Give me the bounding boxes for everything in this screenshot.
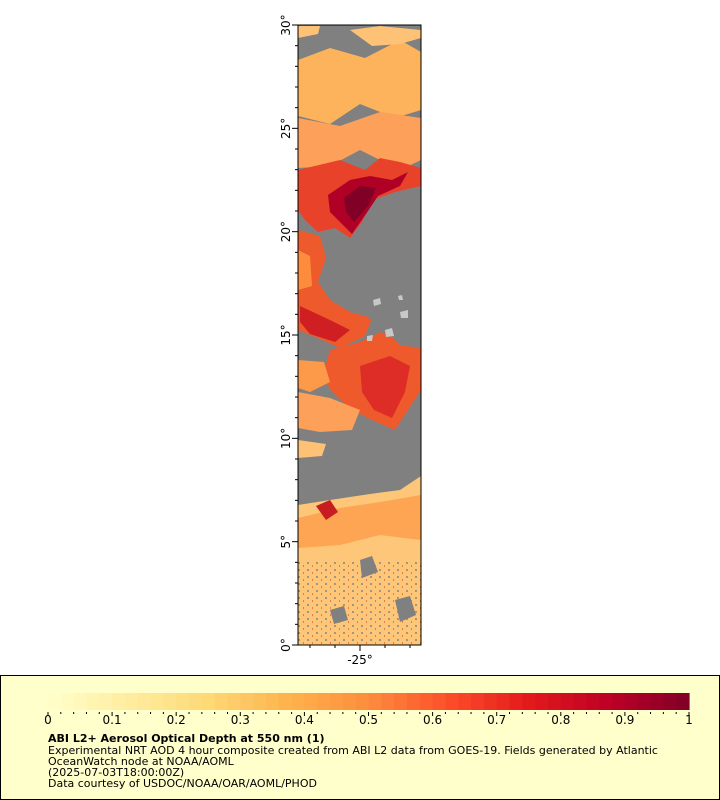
colorbar-cell (535, 693, 549, 710)
colorbar-tick-label: 0.9 (615, 713, 634, 727)
colorbar-cell (227, 693, 241, 710)
colorbar-cell (86, 693, 100, 710)
colorbar-cell (471, 693, 485, 710)
colorbar-cells (48, 693, 690, 710)
lat-tick-label: 30° (279, 14, 293, 35)
lat-tick-label: 15° (279, 324, 293, 345)
colorbar-tick-label: 0.3 (231, 713, 250, 727)
colorbar-tick-label: 1 (685, 713, 693, 727)
colorbar-cell (445, 693, 459, 710)
colorbar-cell (381, 693, 395, 710)
lat-tick-label: 25° (279, 118, 293, 139)
colorbar-cell (137, 693, 152, 710)
colorbar-cell (60, 693, 75, 710)
lat-tick-label: 5° (279, 535, 293, 549)
colorbar-cell (214, 693, 229, 710)
colorbar-cell (317, 693, 331, 710)
map: 0° 5° 10° 15° 20° 25° 30° -25° (279, 14, 422, 667)
colorbar-tick-label: 0.2 (167, 713, 186, 727)
colorbar-cell (368, 693, 382, 710)
colorbar-cell (304, 693, 318, 710)
colorbar-cell (547, 693, 562, 710)
colorbar-ticks: 0 0.1 0.2 0.3 0.4 0.5 0.6 0.7 0.8 0.9 1 (44, 712, 693, 727)
aod-field (298, 25, 421, 645)
colorbar-cell (73, 693, 88, 710)
colorbar-cell (355, 693, 370, 710)
lon-tick-label: -25° (347, 653, 373, 667)
colorbar-cell (560, 693, 575, 710)
colorbar-cell (176, 693, 190, 710)
colorbar-cell (650, 693, 664, 710)
colorbar-cell (419, 693, 434, 710)
colorbar-cell (637, 693, 652, 710)
colorbar-cell (573, 693, 588, 710)
colorbar-cell (48, 693, 62, 710)
colorbar-tick-label: 0 (44, 713, 52, 727)
colorbar-cell (586, 693, 600, 710)
colorbar-cell (330, 693, 344, 710)
colorbar-tick-label: 0.6 (423, 713, 442, 727)
colorbar-cell (112, 693, 126, 710)
colorbar-cell (663, 693, 677, 710)
colorbar-tick-label: 0.1 (103, 713, 122, 727)
lat-tick-label: 20° (279, 221, 293, 242)
latitude-axis: 0° 5° 10° 15° 20° 25° 30° (279, 14, 298, 652)
colorbar-cell (394, 693, 408, 710)
colorbar-cell (483, 693, 498, 710)
colorbar-tick-label: 0.8 (551, 713, 570, 727)
lat-tick-label: 0° (279, 638, 293, 652)
colorbar-cell (240, 693, 254, 710)
colorbar-cell (99, 693, 113, 710)
colorbar-tick-label: 0.5 (359, 713, 378, 727)
legend-credit: Data courtesy of USDOC/NOAA/OAR/AOML/PHO… (48, 777, 317, 790)
lat-tick-label: 10° (279, 428, 293, 449)
colorbar-cell (676, 693, 690, 710)
colorbar-cell (291, 693, 305, 710)
colorbar-cell (522, 693, 536, 710)
colorbar-cell (458, 693, 472, 710)
colorbar-cell (150, 693, 164, 710)
colorbar-cell (624, 693, 639, 710)
colorbar-cell (406, 693, 421, 710)
colorbar-cell (163, 693, 177, 710)
legend-description-line2: OceanWatch node at NOAA/AOML (48, 755, 234, 768)
colorbar-cell (496, 693, 511, 710)
legend-panel: 0 0.1 0.2 0.3 0.4 0.5 0.6 0.7 0.8 0.9 1 ABI L2+ Ae… (0, 675, 720, 800)
colorbar-cell (612, 693, 626, 710)
colorbar-cell (509, 693, 523, 710)
colorbar-cell (124, 693, 139, 710)
legend-title: ABI L2+ Aerosol Optical Depth at 550 nm … (48, 732, 325, 745)
colorbar-cell (265, 693, 280, 710)
colorbar-cell (189, 693, 203, 710)
colorbar-cell (278, 693, 293, 710)
colorbar-cell (201, 693, 216, 710)
legend-description-line1: Experimental NRT AOD 4 hour composite cr… (48, 744, 658, 757)
longitude-axis: -25° (309, 645, 411, 667)
colorbar-cell (432, 693, 447, 710)
colorbar-cell (599, 693, 613, 710)
colorbar-cell (253, 693, 267, 710)
colorbar-tick-label: 0.4 (295, 713, 314, 727)
legend-time: (2025-07-03T18:00:00Z) (48, 766, 185, 779)
colorbar-cell (342, 693, 357, 710)
colorbar-tick-label: 0.7 (487, 713, 506, 727)
colorbar: 0 0.1 0.2 0.3 0.4 0.5 0.6 0.7 0.8 0.9 1 (44, 693, 693, 727)
